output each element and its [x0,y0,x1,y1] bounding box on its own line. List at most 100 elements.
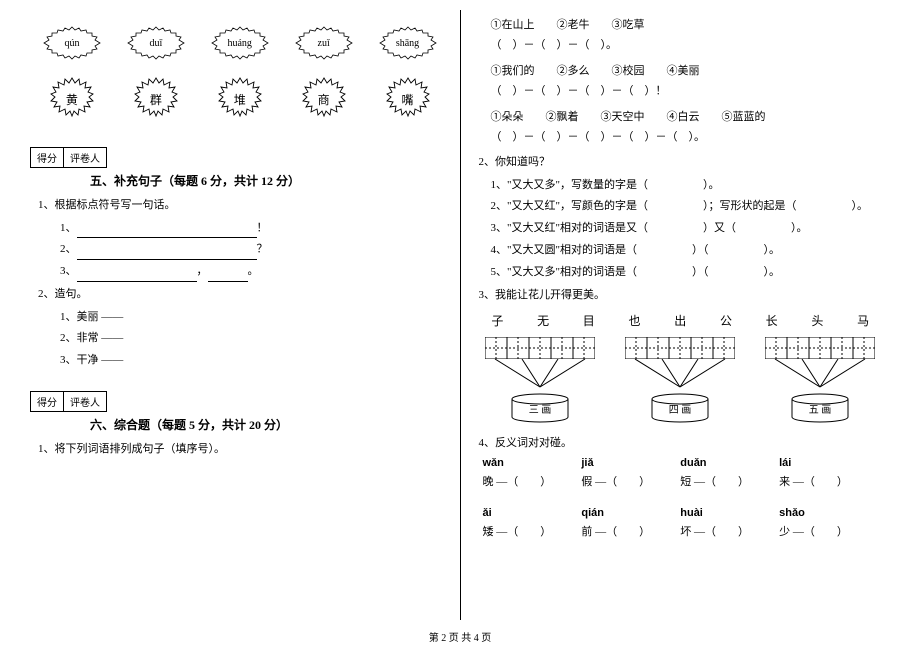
blank-line-3: 3、，。 [60,262,450,282]
score-label: 得分 [31,148,64,167]
char: 长 [766,312,778,329]
antonym: 来 —（ ） [779,473,878,489]
pinyin: huài [680,507,779,519]
antonym: 假 —（ ） [581,473,680,489]
char: 公 [720,312,732,329]
antonym: 前 —（ ） [581,523,680,539]
sun-shape: 群 [133,76,179,122]
antonym: 少 —（ ） [779,523,878,539]
q4-title: 4、反义词对对碰。 [479,435,891,453]
pinyin: shǎo [779,507,878,519]
svg-text:四 画: 四 画 [669,405,692,416]
pinyin-label: huáng [227,38,251,49]
grid-diagrams: 三 画 四 画 五 画 [471,337,891,423]
blanks-2: （ ）－（ ）－（ ）－（ ）！ [491,82,891,98]
blank-line-1: 1、！ [60,219,450,239]
antonym-pinyin-row: ǎi qián huài shǎo [483,507,879,519]
stroke-diagram: 五 画 [755,337,885,423]
antonym: 坏 —（ ） [680,523,779,539]
score-label: 得分 [31,392,64,411]
pinyin: jiǎ [581,457,680,469]
make-sentence-2: 2、非常 —— [60,329,450,349]
pinyin: lái [779,457,878,469]
pinyin-row: qún duī huáng zuǐ shāng [30,25,450,61]
q2-line: 1、"又大又多"，写数量的字是（ ）。 [491,176,891,196]
char: 目 [583,312,595,329]
q5-1: 1、根据标点符号写一句话。 [38,197,450,215]
hanzi-label: 堆 [234,91,246,108]
word-set-2: ①我们的 ②多么 ③校园 ④美丽 [491,62,891,78]
blank-line-2: 2、？ [60,240,450,260]
spike-oval: huáng [209,25,271,61]
left-column: qún duī huáng zuǐ shāng 黄 [20,10,460,620]
pinyin: qián [581,507,680,519]
pinyin-label: shāng [396,38,419,49]
section5-title: 五、补充句子（每题 6 分，共计 12 分） [90,172,450,189]
antonym-hanzi-row: 矮 —（ ） 前 —（ ） 坏 —（ ） 少 —（ ） [483,523,879,539]
pinyin: wǎn [483,457,582,469]
antonym: 短 —（ ） [680,473,779,489]
svg-text:五 画: 五 画 [809,405,832,416]
hanzi-label: 商 [318,91,330,108]
page-footer: 第 2 页 共 4 页 [0,629,920,644]
make-sentence-1: 1、美丽 —— [60,308,450,328]
pinyin-label: zuǐ [318,38,330,49]
antonym-pinyin-row: wǎn jiǎ duǎn lái [483,457,879,469]
pinyin: duǎn [680,457,779,469]
word-set-1: ①在山上 ②老牛 ③吃草 [491,16,891,32]
grid-box [485,337,595,359]
hanzi-label: 嘴 [401,91,413,108]
spike-oval: shāng [377,25,439,61]
antonym: 晚 —（ ） [483,473,582,489]
cylinder-icon: 四 画 [650,393,710,423]
antonym-hanzi-row: 晚 —（ ） 假 —（ ） 短 —（ ） 来 —（ ） [483,473,879,489]
q5-2: 2、造句。 [38,286,450,304]
svg-text:三 画: 三 画 [529,405,552,416]
q2-line: 4、"又大又圆"相对的词语是（ ）（ ）。 [491,241,891,261]
funnel-lines-icon [765,359,875,389]
char: 出 [674,312,686,329]
spike-oval: duī [125,25,187,61]
word-set-3: ①朵朵 ②飘着 ③天空中 ④白云 ⑤蓝蓝的 [491,108,891,124]
blanks-3: （ ）－（ ）－（ ）－（ ）－（ ）。 [491,128,891,144]
sun-shape: 堆 [217,76,263,122]
right-column: ①在山上 ②老牛 ③吃草 （ ）－（ ）－（ ）。 ①我们的 ②多么 ③校园 ④… [461,10,901,620]
cylinder-icon: 五 画 [790,393,850,423]
hanzi-label: 群 [150,91,162,108]
score-box: 得分 评卷人 [30,147,107,168]
spike-oval: qún [41,25,103,61]
funnel-lines-icon [625,359,735,389]
sun-shape: 黄 [49,76,95,122]
q2-title: 2、你知道吗？ [479,154,891,172]
pinyin: ǎi [483,507,582,519]
make-sentence-3: 3、干净 —— [60,351,450,371]
hanzi-label: 黄 [66,91,78,108]
section6-title: 六、综合题（每题 5 分，共计 20 分） [90,416,450,433]
char: 也 [629,312,641,329]
q6-1: 1、将下列词语排列成句子（填序号）。 [38,441,450,459]
q2-line: 2、"又大又红"，写颜色的字是（ ）；写形状的起是（ ）。 [491,197,891,217]
q2-line: 5、"又大又多"相对的词语是（ ）（ ）。 [491,263,891,283]
antonym: 矮 —（ ） [483,523,582,539]
reviewer-label: 评卷人 [64,392,106,411]
funnel-lines-icon [485,359,595,389]
char: 马 [857,312,869,329]
q3-title: 3、我能让花儿开得更美。 [479,287,891,305]
hanzi-row: 黄 群 堆 商 嘴 [30,76,450,122]
spike-oval: zuǐ [293,25,355,61]
char: 子 [491,312,503,329]
sun-shape: 商 [301,76,347,122]
sun-shape: 嘴 [385,76,431,122]
score-box: 得分 评卷人 [30,391,107,412]
pinyin-label: duī [149,38,162,49]
cylinder-icon: 三 画 [510,393,570,423]
blanks-1: （ ）－（ ）－（ ）。 [491,36,891,52]
char: 头 [811,312,823,329]
grid-box [625,337,735,359]
q2-line: 3、"又大又红"相对的词语是又（ ）又（ ）。 [491,219,891,239]
char-list: 子 无 目 也 出 公 长 头 马 [475,312,887,329]
stroke-diagram: 三 画 [475,337,605,423]
stroke-diagram: 四 画 [615,337,745,423]
pinyin-label: qún [64,38,79,49]
reviewer-label: 评卷人 [64,148,106,167]
